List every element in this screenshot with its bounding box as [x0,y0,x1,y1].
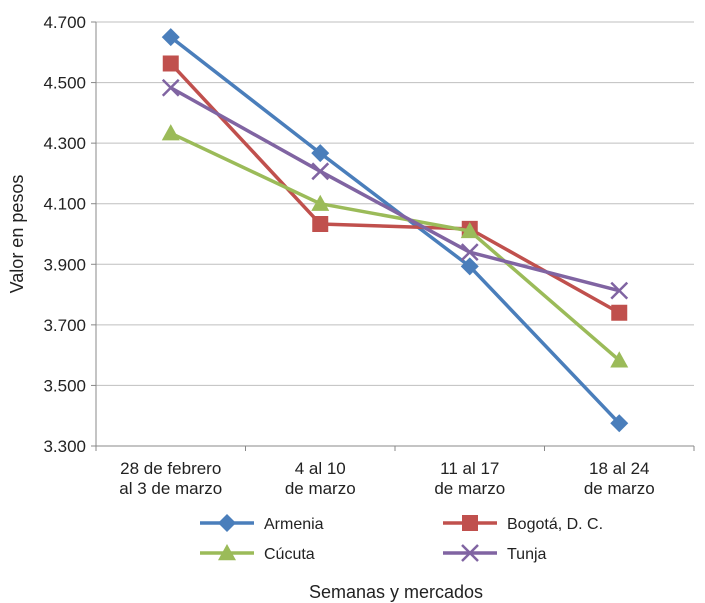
legend-marker [461,544,479,562]
y-tick-label: 3.900 [43,255,86,274]
legend-label: Tunja [507,546,547,563]
legend-label: Armenia [264,516,324,533]
legend-marker [218,514,236,532]
x-tick-label: 11 al 17 de marzo [434,459,505,498]
legend-item-c-cuta: Cúcuta [200,544,315,563]
legend: Armenia Bogotá, D. C. Cúcuta Tunja [200,514,603,563]
data-point [460,243,479,262]
legend-label: Bogotá, D. C. [507,516,603,533]
series-c-cuta [161,124,629,368]
x-axis-title: Semanas y mercados [309,582,483,602]
data-point [610,351,629,368]
data-point [610,414,629,433]
legend-item-armenia: Armenia [200,514,324,533]
y-tick-label: 4.100 [43,195,86,214]
data-point [460,257,479,276]
data-point [311,194,330,211]
data-point [312,216,329,233]
x-tick-label: 28 de febrero al 3 de marzo [119,459,222,498]
data-point [311,162,330,181]
gridlines [96,21,694,386]
series-line [170,131,621,362]
data-point [311,144,330,163]
x-tick-label: 4 al 10 de marzo [285,459,356,498]
data-point [161,28,180,47]
y-tick-label: 3.500 [43,376,86,395]
legend-label: Cúcuta [264,546,315,563]
y-tick-label: 3.300 [43,437,86,456]
legend-item-tunja: Tunja [443,544,547,563]
y-axis-title: Valor en pesos [7,175,27,294]
data-point [161,78,180,97]
data-point [460,221,479,239]
legend-marker [218,544,236,561]
series-line [169,86,620,293]
axes [95,22,694,447]
legend-marker [462,515,478,531]
series-group [161,28,629,433]
series-line [169,35,621,425]
series-armenia [161,28,629,433]
x-tick-labels: 28 de febrero al 3 de marzo 4 al 10 de marz… [95,446,695,498]
legend-item-bogot-d-c: Bogotá, D. C. [443,515,603,533]
y-tick-label: 4.300 [43,134,86,153]
series-line [169,62,621,315]
data-point [611,304,628,321]
series-bogot-d-c [162,55,628,321]
series-tunja [161,78,629,300]
y-tick-label: 4.700 [43,13,86,32]
y-tick-label: 4.500 [43,74,86,93]
y-tick-label: 3.700 [43,316,86,335]
data-point [161,124,180,141]
data-point [162,55,179,72]
data-point [610,281,629,300]
x-tick-label: 18 al 24 de marzo [584,459,655,498]
y-tick-labels: 3.300 3.500 3.700 3.900 4.100 4.300 4.500 4.700 [43,13,96,456]
